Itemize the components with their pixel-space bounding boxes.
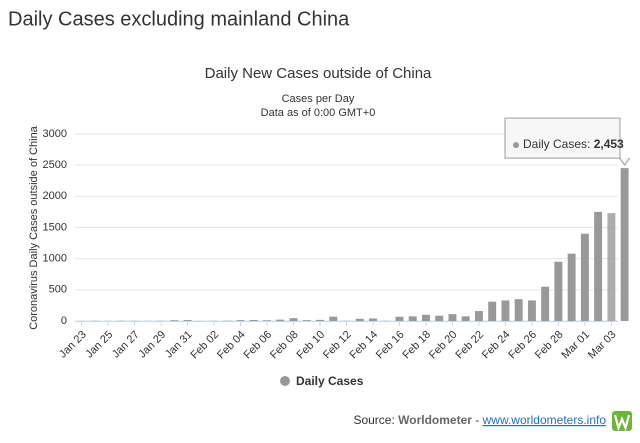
x-tick-label: Jan 23 xyxy=(57,329,89,361)
chart-subtitle: Data as of 0:00 GMT+0 xyxy=(261,107,376,119)
bar xyxy=(567,253,576,321)
bar xyxy=(170,320,179,321)
x-tick-label: Feb 22 xyxy=(453,329,486,362)
x-tick-label: Feb 14 xyxy=(347,329,380,362)
x-tick-label: Feb 08 xyxy=(268,329,301,362)
y-tick-label: 2000 xyxy=(43,190,67,202)
y-tick-label: 0 xyxy=(61,315,67,327)
x-tick-label: Feb 18 xyxy=(400,329,433,362)
bar xyxy=(435,315,444,321)
x-tick-label: Feb 06 xyxy=(242,329,275,362)
bar xyxy=(183,320,192,321)
source-name: Worldometer xyxy=(398,413,472,427)
bar xyxy=(461,316,470,321)
bar xyxy=(276,319,285,321)
bar xyxy=(395,316,404,321)
bar xyxy=(302,320,311,321)
bar xyxy=(474,311,483,321)
logo-glyph xyxy=(613,414,631,432)
bar xyxy=(554,261,563,321)
tooltip-label: Daily Cases: xyxy=(523,137,590,151)
y-tick-label: 1500 xyxy=(43,221,67,233)
x-tick-label: Mar 03 xyxy=(586,329,619,362)
tooltip-pointer xyxy=(619,157,631,166)
x-tick-label: Feb 04 xyxy=(215,329,248,362)
legend-swatch[interactable] xyxy=(280,376,290,386)
x-tick-label: Mar 01 xyxy=(559,329,592,362)
x-tick-label: Feb 20 xyxy=(427,329,460,362)
x-tick-label: Jan 27 xyxy=(110,329,142,361)
bar xyxy=(236,320,245,321)
bar xyxy=(421,314,430,321)
page-header: Daily Cases excluding mainland China xyxy=(8,8,350,30)
bar xyxy=(594,211,603,321)
bar xyxy=(289,318,298,321)
bar xyxy=(316,319,324,321)
logo xyxy=(612,411,632,432)
bar xyxy=(514,299,523,321)
tooltip: Daily Cases: 2,453 xyxy=(504,117,631,166)
x-tick-label: Feb 24 xyxy=(480,329,513,362)
x-tick-label: Feb 28 xyxy=(533,329,566,362)
tooltip-value: 2,453 xyxy=(594,137,624,151)
bar xyxy=(488,301,497,321)
bar xyxy=(369,318,377,321)
bar xyxy=(263,320,272,321)
x-tick-label: Jan 25 xyxy=(83,329,115,361)
x-tick-label: Feb 10 xyxy=(294,329,327,362)
bar xyxy=(620,168,629,321)
source-url[interactable]: www.worldometers.info xyxy=(482,413,607,427)
chart-subtitle: Cases per Day xyxy=(282,93,355,105)
legend-label[interactable]: Daily Cases xyxy=(296,374,364,388)
y-tick-label: 2500 xyxy=(43,159,67,171)
x-tick-label: Feb 26 xyxy=(506,329,539,362)
x-tick-label: Feb 12 xyxy=(321,329,354,362)
bar xyxy=(501,300,510,321)
bar xyxy=(329,316,338,321)
bar xyxy=(527,300,536,321)
bar xyxy=(249,320,258,321)
bar xyxy=(355,318,364,321)
tooltip-text: Daily Cases: 2,453 xyxy=(523,137,624,151)
source-separator: - xyxy=(475,413,479,427)
x-tick-label: Feb 16 xyxy=(374,329,407,362)
source: Source: Worldometer - www.worldometers.i… xyxy=(353,413,606,427)
source-text: Source: Worldometer - www.worldometers.i… xyxy=(353,413,606,427)
y-tick-label: 500 xyxy=(49,284,67,296)
x-tick-label: Jan 29 xyxy=(136,329,168,361)
bar xyxy=(448,314,457,321)
tooltip-swatch xyxy=(513,142,519,149)
tooltip-box xyxy=(504,117,621,159)
x-tick-label: Feb 02 xyxy=(189,329,222,362)
chart-title: Daily New Cases outside of China xyxy=(205,65,432,82)
bar xyxy=(541,286,550,321)
y-tick-label: 3000 xyxy=(43,128,67,140)
bar xyxy=(580,233,589,321)
bar xyxy=(607,213,616,321)
y-axis-label: Coronavirus Daily Cases outside of China xyxy=(28,125,40,329)
source-prefix: Source: xyxy=(353,413,394,427)
y-tick-label: 1000 xyxy=(43,253,67,265)
bar xyxy=(408,316,417,321)
